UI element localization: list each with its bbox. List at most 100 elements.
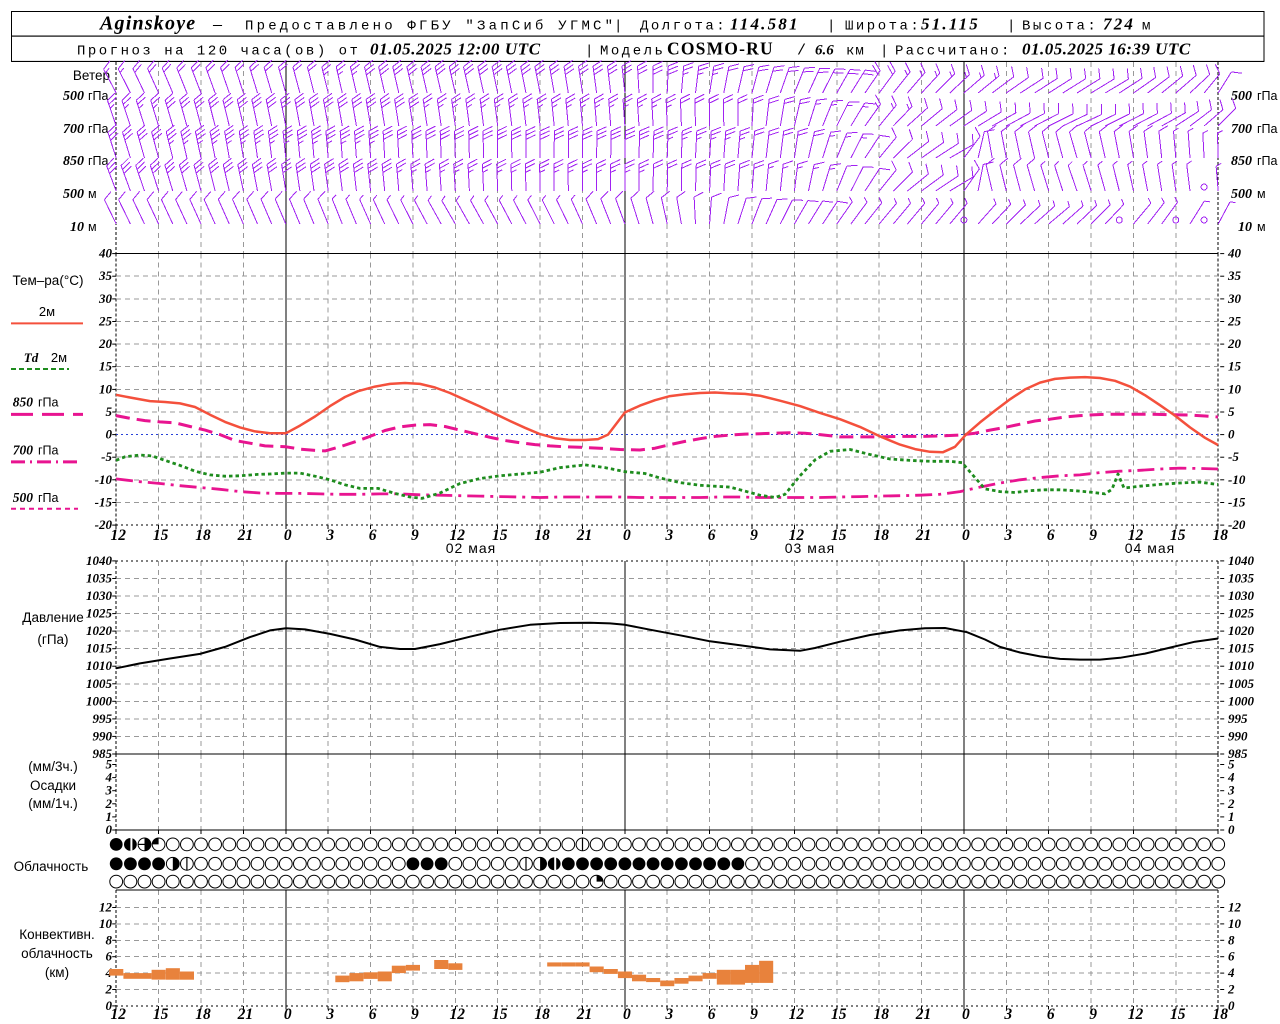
svg-text:-10: -10 [95, 472, 113, 487]
svg-text:гПа: гПа [1257, 89, 1278, 103]
svg-text:м: м [88, 220, 97, 234]
svg-text:5: 5 [1228, 757, 1235, 772]
svg-text:990: 990 [93, 728, 113, 743]
svg-text:0: 0 [1228, 822, 1235, 837]
svg-text:9: 9 [1089, 527, 1097, 544]
svg-text:18: 18 [873, 1006, 889, 1023]
svg-text:9: 9 [411, 1006, 419, 1023]
svg-text:40: 40 [1227, 246, 1242, 261]
svg-text:4: 4 [105, 965, 113, 980]
svg-text:850: 850 [1231, 154, 1252, 169]
svg-text:4: 4 [105, 770, 113, 785]
svg-text:облачность: облачность [21, 946, 93, 961]
svg-text:30: 30 [1227, 291, 1242, 306]
svg-text:10: 10 [1228, 916, 1242, 931]
svg-text:1: 1 [106, 809, 113, 824]
svg-text:3: 3 [1003, 1006, 1012, 1023]
svg-text:Осадки: Осадки [30, 778, 76, 793]
svg-text:21: 21 [576, 527, 593, 544]
svg-text:1025: 1025 [86, 606, 113, 621]
svg-text:/: / [797, 42, 806, 59]
svg-text:985: 985 [93, 746, 113, 761]
svg-text:18: 18 [195, 527, 211, 544]
svg-text:гПа: гПа [1257, 122, 1278, 136]
svg-text:1020: 1020 [1228, 623, 1255, 638]
svg-text:995: 995 [1228, 711, 1248, 726]
svg-text:3: 3 [1227, 783, 1235, 798]
svg-text:21: 21 [237, 527, 254, 544]
svg-text:10: 10 [1228, 381, 1242, 396]
svg-text:51.115: 51.115 [921, 15, 980, 34]
svg-text:30: 30 [98, 291, 113, 306]
svg-text:1000: 1000 [1228, 693, 1255, 708]
svg-text:3: 3 [325, 1006, 334, 1023]
svg-text:2м: 2м [39, 304, 55, 319]
svg-text:1030: 1030 [86, 588, 113, 603]
svg-text:04 мая: 04 мая [1125, 540, 1175, 556]
svg-text:985: 985 [1228, 746, 1248, 761]
svg-text:0: 0 [106, 998, 113, 1013]
svg-text:12: 12 [1128, 1006, 1144, 1023]
svg-text:500: 500 [63, 89, 84, 104]
svg-text:|: | [585, 43, 593, 59]
svg-text:-5: -5 [101, 449, 112, 464]
svg-text:15: 15 [831, 527, 847, 544]
svg-text:40: 40 [98, 246, 113, 261]
svg-text:0: 0 [962, 527, 970, 544]
svg-text:0: 0 [623, 1006, 631, 1023]
svg-text:1000: 1000 [86, 693, 113, 708]
svg-text:1005: 1005 [1228, 676, 1255, 691]
svg-text:1010: 1010 [1228, 658, 1255, 673]
svg-text:724: 724 [1103, 15, 1135, 34]
svg-text:Высота:: Высота: [1022, 19, 1098, 35]
svg-text:м: м [1142, 19, 1150, 35]
svg-text:3: 3 [325, 527, 334, 544]
svg-text:12: 12 [789, 1006, 805, 1023]
svg-text:Тем–ра(°C): Тем–ра(°C) [13, 273, 84, 288]
svg-text:18: 18 [534, 527, 550, 544]
svg-text:1020: 1020 [86, 623, 113, 638]
svg-text:12: 12 [450, 1006, 466, 1023]
svg-text:6: 6 [708, 527, 716, 544]
svg-text:6: 6 [1228, 949, 1235, 964]
svg-text:25: 25 [98, 314, 113, 329]
svg-text:12: 12 [1228, 900, 1242, 915]
svg-text:10: 10 [99, 916, 113, 931]
svg-text:9: 9 [411, 527, 419, 544]
svg-text:21: 21 [915, 1006, 932, 1023]
svg-text:5: 5 [106, 404, 113, 419]
svg-text:6: 6 [1047, 527, 1055, 544]
svg-text:700: 700 [63, 122, 84, 137]
svg-text:6: 6 [369, 527, 377, 544]
svg-text:700: 700 [1231, 122, 1252, 137]
svg-text:15: 15 [1228, 359, 1242, 374]
svg-text:15: 15 [99, 359, 113, 374]
svg-text:6: 6 [708, 1006, 716, 1023]
svg-text:4: 4 [1227, 770, 1235, 785]
svg-text:-5: -5 [1228, 449, 1239, 464]
svg-text:3: 3 [105, 783, 113, 798]
svg-text:12: 12 [110, 1006, 126, 1023]
svg-text:0: 0 [962, 1006, 970, 1023]
svg-text:(гПа): (гПа) [37, 632, 68, 647]
svg-text:18: 18 [195, 1006, 211, 1023]
svg-text:8: 8 [1228, 932, 1235, 947]
svg-text:3: 3 [664, 1006, 673, 1023]
svg-text:12: 12 [789, 527, 805, 544]
svg-text:Давление: Давление [22, 610, 83, 625]
svg-text:9: 9 [750, 527, 758, 544]
svg-text:6.6: 6.6 [815, 42, 834, 58]
svg-text:6: 6 [1047, 1006, 1055, 1023]
svg-text:Td: Td [24, 350, 39, 365]
svg-text:м: м [1257, 220, 1266, 234]
svg-text:1035: 1035 [86, 571, 113, 586]
svg-text:0: 0 [284, 527, 292, 544]
svg-text:20: 20 [98, 336, 113, 351]
svg-text:3: 3 [1003, 527, 1012, 544]
svg-text:995: 995 [93, 711, 113, 726]
svg-text:5: 5 [1228, 404, 1235, 419]
svg-text:15: 15 [1170, 1006, 1186, 1023]
svg-text:км: км [846, 43, 865, 59]
svg-text:Облачность: Облачность [14, 859, 89, 874]
svg-text:(км): (км) [45, 965, 69, 980]
